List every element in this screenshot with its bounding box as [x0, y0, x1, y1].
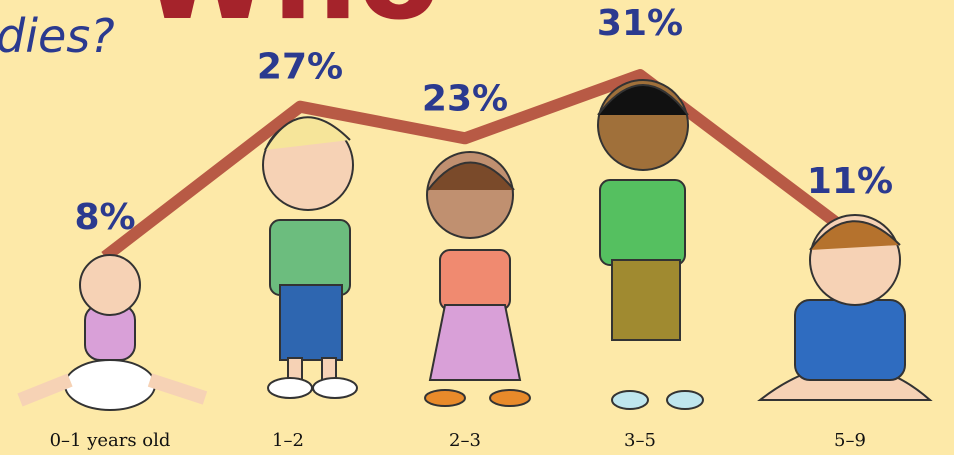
value-label: 31% [597, 3, 683, 44]
x-tick-label: 3–5 [624, 430, 656, 451]
value-label: 8% [74, 197, 135, 238]
chart-title: Who [140, 0, 440, 47]
x-tick-label: 5–9 [834, 430, 866, 451]
chart-subtitle: dies? [0, 9, 115, 63]
value-label: 27% [257, 47, 343, 88]
x-tick-label: 2–3 [449, 430, 481, 451]
value-label: 11% [807, 161, 893, 202]
x-tick-label: 0–1 years old [50, 430, 171, 451]
x-tick-label: 1–2 [272, 430, 304, 451]
value-label: 23% [422, 78, 508, 119]
chart: Who dies? [0, 0, 954, 455]
